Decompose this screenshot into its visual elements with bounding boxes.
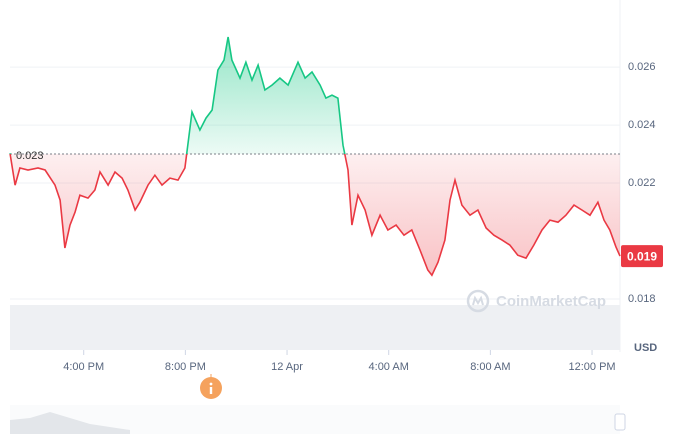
navigator-volume <box>10 412 130 434</box>
y-tick-label: 0.024 <box>628 119 656 131</box>
x-tick-label: 8:00 AM <box>470 361 510 373</box>
navigator-handle[interactable] <box>614 413 626 431</box>
current-price-label: 0.019 <box>627 249 657 263</box>
event-marker <box>200 374 222 399</box>
y-axis-label: USD <box>634 342 657 354</box>
y-tick-label: 0.022 <box>628 177 656 189</box>
baseline-label: 0.023 <box>16 150 44 162</box>
x-tick-label: 4:00 AM <box>369 361 409 373</box>
price-area <box>10 37 620 276</box>
volume-strip <box>10 305 620 350</box>
y-tick-label: 0.026 <box>628 61 656 73</box>
watermark: CoinMarketCap <box>496 293 606 310</box>
y-tick-label: 0.018 <box>628 293 656 305</box>
x-tick-label: 8:00 PM <box>165 361 206 373</box>
price-line <box>9 36 621 277</box>
logo-icon <box>466 289 490 313</box>
current-price-badge <box>621 245 663 268</box>
x-tick-label: 4:00 PM <box>63 361 104 373</box>
x-tick-label: 12:00 PM <box>568 361 615 373</box>
x-tick-label: 12 Apr <box>271 361 303 373</box>
